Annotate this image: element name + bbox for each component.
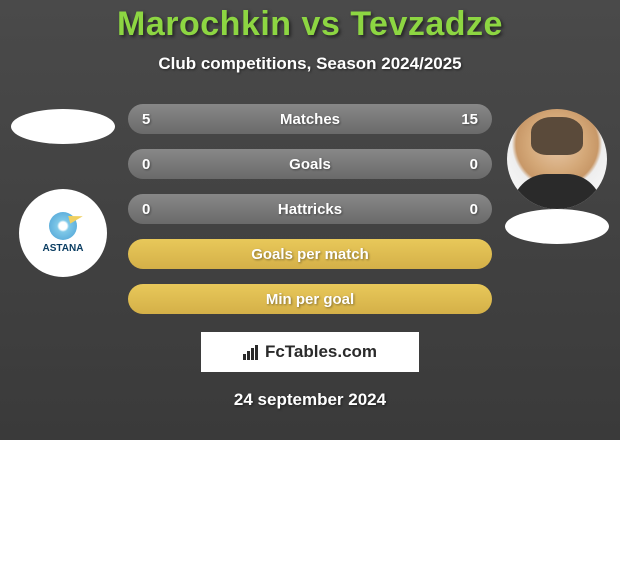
club-name: ASTANA [43, 243, 84, 254]
stat-row-matches: 5 Matches 15 [128, 104, 492, 134]
subtitle: Club competitions, Season 2024/2025 [0, 54, 620, 74]
stat-right: 0 [454, 201, 478, 218]
title-player1: Marochkin [117, 5, 292, 43]
stat-label: Hattricks [278, 201, 342, 218]
stat-row-min-per-goal: Min per goal [128, 284, 492, 314]
footer-date: 24 september 2024 [0, 390, 620, 410]
stat-label: Goals [289, 156, 331, 173]
stat-label: Goals per match [251, 246, 369, 263]
left-column: ASTANA [8, 109, 118, 277]
chart-icon [243, 345, 258, 360]
player1-club-logo: ASTANA [19, 189, 107, 277]
stats-column: 5 Matches 15 0 Goals 0 0 Hattricks 0 Goa… [118, 104, 502, 314]
branding-text: FcTables.com [265, 342, 377, 362]
astana-logo: ASTANA [43, 212, 84, 254]
ball-icon [49, 212, 77, 240]
main-area: ASTANA 5 Matches 15 0 Goals 0 0 Hattrick… [0, 109, 620, 314]
comparison-card: Marochkin vs Tevzadze Club competitions,… [0, 0, 620, 440]
title-player2: Tevzadze [350, 5, 503, 43]
title-vs: vs [302, 5, 341, 43]
stat-label: Matches [280, 111, 340, 128]
branding-box: FcTables.com [201, 332, 419, 372]
stat-right: 0 [454, 156, 478, 173]
player2-club-logo-placeholder [505, 209, 609, 244]
stat-label: Min per goal [266, 291, 354, 308]
player1-photo-placeholder [11, 109, 115, 144]
stat-left: 0 [142, 156, 166, 173]
stat-row-goals: 0 Goals 0 [128, 149, 492, 179]
stat-row-goals-per-match: Goals per match [128, 239, 492, 269]
player2-photo [507, 109, 607, 209]
right-column [502, 109, 612, 244]
stat-left: 0 [142, 201, 166, 218]
stat-right: 15 [454, 111, 478, 128]
stat-row-hattricks: 0 Hattricks 0 [128, 194, 492, 224]
stat-left: 5 [142, 111, 166, 128]
title: Marochkin vs Tevzadze [0, 5, 620, 44]
